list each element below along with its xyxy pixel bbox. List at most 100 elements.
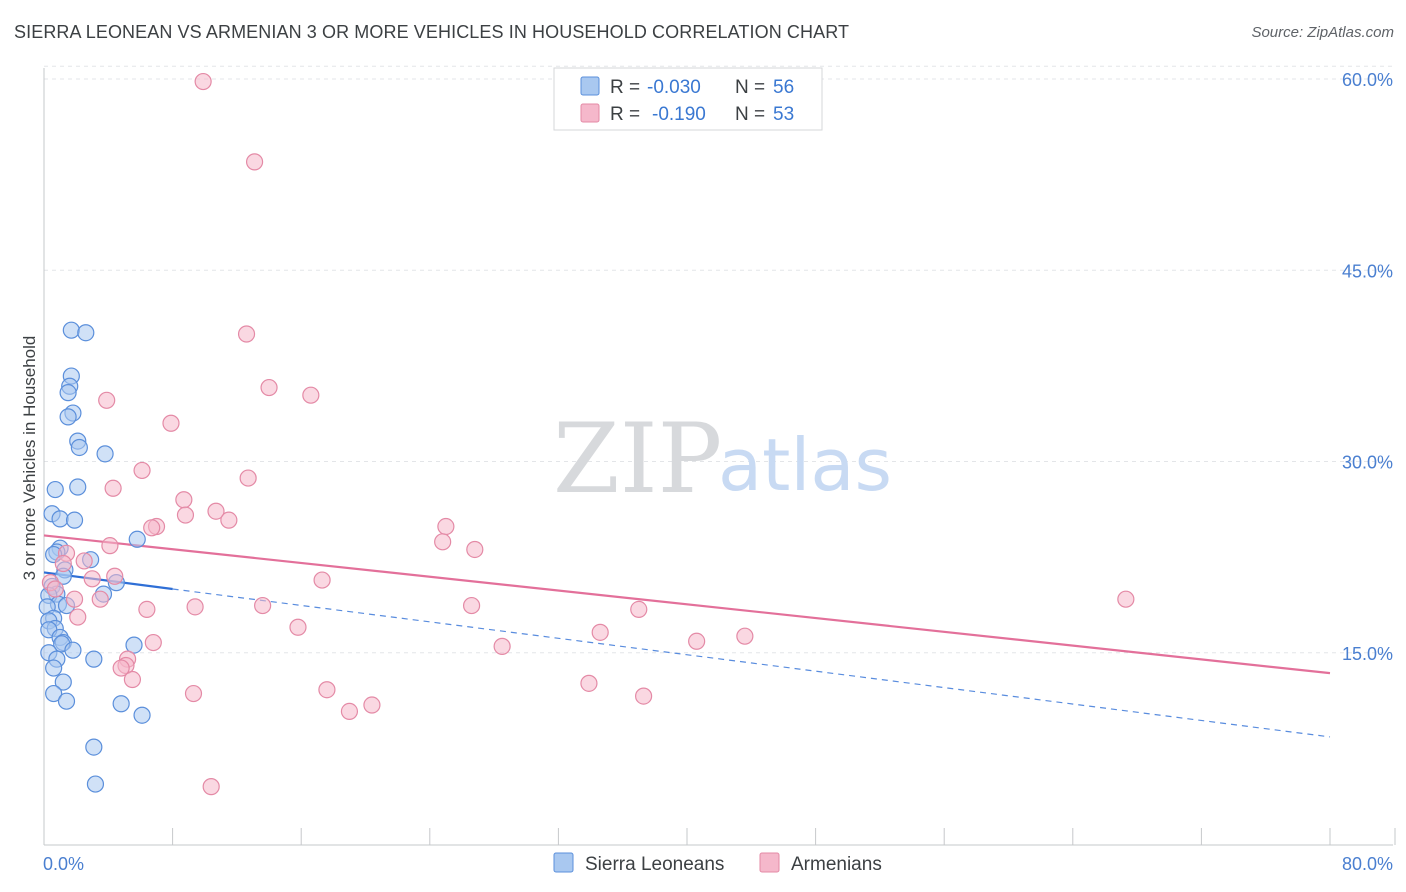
armenian-point-8 [239, 469, 257, 487]
armenian-point-4 [302, 386, 320, 404]
y-tick-label-2: 45.0% [1342, 261, 1393, 281]
armenian-point-36 [69, 608, 87, 626]
armenian-point-39 [736, 627, 754, 645]
watermark-atlas: atlas [718, 423, 892, 507]
armenian-point-46 [123, 670, 142, 689]
bottom-legend-swatch-armenians [759, 852, 780, 873]
armenian-point-7 [133, 461, 151, 480]
sierra-leonean-point-44 [45, 684, 63, 703]
bottom-legend: Sierra Leoneans Armenians [553, 852, 882, 875]
armenian-point-3 [260, 378, 278, 397]
sierra-leonean-point-15 [128, 530, 146, 548]
armenian-point-2 [237, 325, 256, 343]
data-points [38, 72, 1135, 796]
sierra-leonean-point-9 [96, 445, 114, 463]
sierra-leonean-point-45 [57, 692, 76, 710]
armenian-point-9 [104, 479, 122, 497]
armenian-point-18 [466, 540, 484, 559]
trend-lines [43, 534, 1331, 738]
armenian-point-15 [143, 519, 161, 537]
armenian-point-23 [106, 567, 124, 585]
armenian-point-10 [175, 491, 193, 509]
sierra-leonean-point-48 [85, 738, 103, 756]
sierra-leonean-point-36 [125, 636, 143, 654]
armenian-point-52 [340, 702, 359, 721]
armenian-point-51 [363, 696, 381, 714]
armenian-point-49 [184, 684, 203, 703]
sierra-leonean-point-11 [46, 480, 64, 499]
y-tick-label-3: 60.0% [1342, 70, 1393, 90]
armenian-point-19 [101, 537, 119, 555]
y-tick-label-1: 30.0% [1342, 453, 1393, 473]
sierra-leonean-point-43 [54, 673, 72, 691]
legend-r-label-1: R = [610, 77, 640, 98]
y-tick-labels: 15.0% 30.0% 45.0% 60.0% [1342, 70, 1393, 664]
bottom-legend-label-sierra-leoneans: Sierra Leoneans [585, 854, 724, 875]
x-tick-label-min: 0.0% [43, 854, 84, 874]
armenian-point-16 [437, 517, 455, 536]
armenian-point-12 [176, 506, 195, 524]
armenian-point-28 [65, 590, 84, 608]
armenian-point-13 [220, 511, 238, 529]
x-tick-label-max: 80.0% [1342, 854, 1393, 874]
armenian-point-53 [202, 778, 220, 796]
axes [43, 68, 1396, 846]
armenian-point-24 [83, 570, 101, 588]
armenian-point-42 [493, 637, 511, 655]
armenian-point-27 [46, 580, 64, 598]
armenian-point-37 [289, 618, 307, 636]
armenian-point-38 [591, 623, 609, 641]
armenian-point-1 [245, 153, 264, 171]
armenian-point-22 [54, 554, 72, 573]
legend-r-value-1: -0.030 [647, 77, 701, 98]
legend-r-label-2: R = [610, 104, 640, 125]
sierra-leonean-point-1 [77, 324, 95, 342]
legend-n-label-2: N = [735, 104, 765, 125]
armenian-point-25 [313, 571, 331, 589]
armenian-point-0 [194, 72, 212, 91]
armenian-point-21 [75, 552, 93, 570]
sierra-leonean-point-46 [112, 695, 130, 713]
sierra-leonean-point-4 [59, 384, 77, 402]
armenian-point-30 [1117, 590, 1135, 608]
sierra-leonean-point-38 [64, 641, 82, 659]
sierra-leonean-point-42 [45, 659, 63, 677]
legend-n-label-1: N = [735, 77, 765, 98]
armenian-point-17 [434, 533, 452, 551]
armenian-point-47 [580, 674, 598, 692]
armenian-point-31 [254, 596, 272, 615]
sierra-leonean-point-13 [51, 510, 69, 528]
sierra-leonean-point-8 [70, 438, 88, 457]
armenian-point-48 [318, 681, 336, 699]
sierra-leonean-point-14 [65, 511, 84, 529]
armenian-point-34 [138, 600, 156, 619]
armenian-point-33 [186, 598, 204, 616]
legend-n-value-2: 53 [773, 104, 794, 125]
sierra-leonean-point-6 [59, 408, 77, 426]
sierra-leonean-point-47 [133, 706, 151, 724]
chart-title: SIERRA LEONEAN VS ARMENIAN 3 OR MORE VEH… [14, 22, 850, 42]
legend-r-value-2: -0.190 [652, 104, 706, 125]
bottom-legend-swatch-sierra-leoneans [553, 852, 574, 873]
sierra-leonean-trend-line-dashed [172, 588, 1331, 738]
sierra-leonean-point-0 [62, 321, 80, 339]
top-legend: R = -0.030 N = 56 R = -0.190 N = 53 [553, 67, 823, 131]
armenian-point-50 [634, 687, 653, 705]
armenian-point-32 [462, 596, 481, 615]
armenian-point-35 [630, 600, 648, 619]
armenian-point-11 [207, 502, 225, 520]
sierra-leonean-point-41 [85, 650, 103, 668]
armenian-point-5 [98, 391, 116, 409]
watermark-zip: ZIP [553, 403, 722, 515]
source-credit: Source: ZipAtlas.com [1251, 24, 1394, 41]
y-axis-label: 3 or more Vehicles in Household [20, 336, 39, 581]
bottom-legend-label-armenians: Armenians [791, 854, 882, 875]
sierra-leonean-point-10 [69, 478, 87, 496]
legend-swatch-sierra-leoneans [580, 76, 600, 96]
gridlines [44, 65, 1393, 654]
armenian-point-45 [112, 659, 130, 677]
armenian-point-41 [144, 633, 162, 652]
armenian-trend-line [43, 534, 1331, 675]
legend-n-value-1: 56 [773, 77, 794, 98]
